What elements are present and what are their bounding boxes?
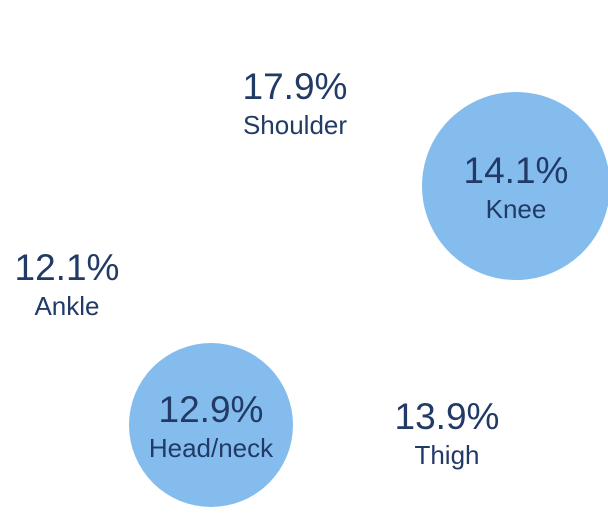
data-label-name-ankle: Ankle bbox=[34, 291, 99, 321]
bubble-group-head-neck: 12.9%Head/neck bbox=[129, 343, 293, 507]
data-label-value-shoulder: 17.9% bbox=[243, 66, 348, 107]
data-label-value-thigh: 13.9% bbox=[395, 396, 500, 437]
data-label-name-shoulder: Shoulder bbox=[243, 110, 347, 140]
bubble-group-thigh: 13.9%Thigh bbox=[395, 396, 500, 470]
bubble-group-ankle: 12.1%Ankle bbox=[15, 247, 120, 321]
data-label-name-head-neck: Head/neck bbox=[149, 433, 274, 463]
data-label-name-thigh: Thigh bbox=[414, 440, 479, 470]
data-label-value-knee: 14.1% bbox=[464, 150, 569, 191]
data-label-value-head-neck: 12.9% bbox=[159, 389, 264, 430]
bubble-group-shoulder: 17.9%Shoulder bbox=[243, 66, 348, 140]
bubble-head-neck bbox=[129, 343, 293, 507]
bubble-knee bbox=[422, 92, 608, 280]
data-label-value-ankle: 12.1% bbox=[15, 247, 120, 288]
bubble-group-knee: 14.1%Knee bbox=[422, 92, 608, 280]
data-label-name-knee: Knee bbox=[486, 194, 547, 224]
